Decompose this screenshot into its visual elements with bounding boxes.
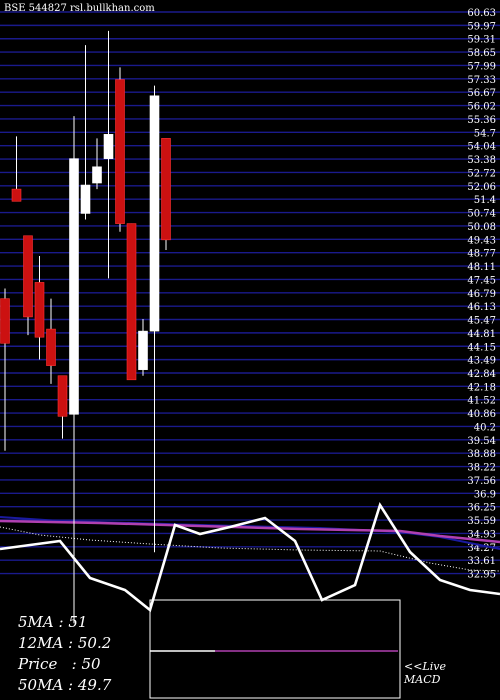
y-tick-label: 53.38 xyxy=(467,155,496,166)
candle-body xyxy=(126,223,137,381)
y-tick-label: 60.63 xyxy=(467,8,496,19)
y-tick-label: 44.81 xyxy=(467,329,496,340)
price-value: Price : 50 xyxy=(18,655,101,673)
y-tick-label: 54.04 xyxy=(467,142,496,153)
candle-body xyxy=(23,235,33,318)
candle-body xyxy=(138,330,148,370)
y-tick-label: 48.77 xyxy=(467,249,496,260)
candle-body xyxy=(161,138,171,241)
macd-label: <<Live MACD xyxy=(404,660,446,686)
y-tick-label: 37.56 xyxy=(467,476,496,487)
y-tick-label: 51.4 xyxy=(474,195,496,206)
y-tick-label: 38.88 xyxy=(467,449,496,460)
y-tick-label: 50.74 xyxy=(467,209,496,220)
candle-body xyxy=(46,328,56,366)
y-tick-label: 34.93 xyxy=(467,529,496,540)
y-tick-label: 39.54 xyxy=(467,436,496,447)
oscillator-line xyxy=(0,501,500,613)
macd-frame xyxy=(149,599,401,699)
y-tick-label: 43.49 xyxy=(467,356,496,367)
y-tick-label: 47.45 xyxy=(467,275,496,286)
candle-body xyxy=(34,282,45,338)
y-tick-label: 40.2 xyxy=(474,422,496,433)
candle-body xyxy=(11,188,22,202)
ma-short-line xyxy=(0,519,500,544)
y-tick-label: 33.61 xyxy=(467,556,496,567)
live-link[interactable]: <<Live xyxy=(404,660,446,673)
candle-body xyxy=(92,166,102,184)
candle-body xyxy=(69,158,79,415)
y-tick-label: 59.97 xyxy=(467,21,496,32)
y-tick-label: 56.02 xyxy=(467,102,496,113)
y-tick-label: 57.99 xyxy=(467,61,496,72)
y-tick-label: 41.52 xyxy=(467,396,496,407)
candle-body xyxy=(0,298,10,344)
ma-panel: 5MA : 51 12MA : 50.2 Price : 50 50MA : 4… xyxy=(18,612,111,696)
y-tick-label: 52.06 xyxy=(467,182,496,193)
y-tick-label: 46.79 xyxy=(467,289,496,300)
y-tick-label: 40.86 xyxy=(467,409,496,420)
y-tick-label: 38.22 xyxy=(467,463,496,474)
candle-body xyxy=(80,184,91,214)
y-tick-label: 54.7 xyxy=(474,128,496,139)
y-tick-label: 44.15 xyxy=(467,342,496,353)
y-tick-label: 49.43 xyxy=(467,235,496,246)
y-tick-label: 55.36 xyxy=(467,115,496,126)
signal-line xyxy=(0,526,500,572)
ma5-value: 5MA : 51 xyxy=(18,613,88,631)
candle-body xyxy=(103,134,114,159)
y-tick-label: 57.33 xyxy=(467,75,496,86)
y-tick-label: 58.65 xyxy=(467,48,496,59)
candle-body xyxy=(149,95,160,332)
y-tick-label: 35.59 xyxy=(467,516,496,527)
y-tick-label: 48.11 xyxy=(467,262,496,273)
y-tick-label: 36.9 xyxy=(474,489,496,500)
y-tick-label: 56.67 xyxy=(467,88,496,99)
y-tick-label: 45.47 xyxy=(467,316,496,327)
macd-title: MACD xyxy=(404,673,441,686)
source-label: BSE 544827 rsl.bullkhan.com xyxy=(4,3,155,14)
y-tick-label: 34.27 xyxy=(467,543,496,554)
y-tick-label: 50.08 xyxy=(467,222,496,233)
y-tick-label: 46.13 xyxy=(467,302,496,313)
y-tick-label: 36.25 xyxy=(467,503,496,514)
ma12-value: 12MA : 50.2 xyxy=(18,634,112,652)
ma50-value: 50MA : 49.7 xyxy=(18,676,112,694)
y-tick-label: 42.84 xyxy=(467,369,496,380)
y-tick-label: 59.31 xyxy=(467,35,496,46)
candle-body xyxy=(115,79,125,224)
y-tick-label: 52.72 xyxy=(467,168,496,179)
candle-body xyxy=(57,375,68,417)
y-tick-label: 32.95 xyxy=(467,570,496,581)
y-tick-label: 42.18 xyxy=(467,382,496,393)
